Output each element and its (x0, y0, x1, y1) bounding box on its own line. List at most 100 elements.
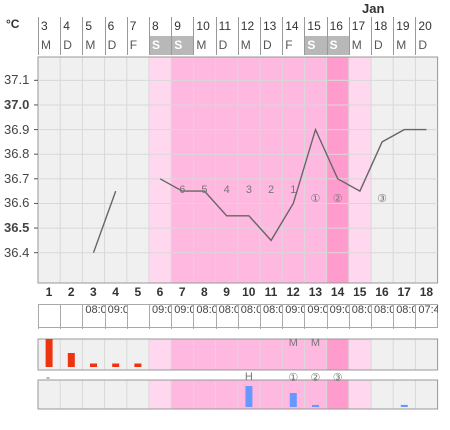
date-header-day: 19 (393, 17, 415, 36)
time-cell: 09:00 (282, 305, 304, 329)
date-header-day: 4 (60, 17, 82, 36)
time-cell: 08:00 (193, 305, 216, 329)
bleeding-bar (134, 363, 142, 367)
phase-column (149, 339, 172, 370)
phase-column (237, 57, 260, 283)
temperature-mark: 5 (201, 184, 208, 197)
y-tick-label: 36.5 (4, 220, 30, 236)
cervix-mark: ② (310, 372, 321, 384)
bleeding-bar (90, 363, 97, 367)
phase-column (326, 57, 349, 283)
panel-border (37, 379, 439, 410)
cycle-day-label: 10 (242, 285, 256, 299)
phase-column (304, 380, 327, 409)
time-cell: 09:00 (149, 305, 171, 329)
temperature-mark: ② (332, 192, 343, 205)
weekday-header: D (260, 36, 282, 55)
phase-column (149, 57, 172, 283)
bleeding-bar (67, 353, 75, 367)
weekday-header: M (237, 36, 260, 55)
phase-column (193, 380, 216, 409)
weekday-header: D (215, 36, 238, 55)
time-cell: 09:00 (304, 305, 327, 329)
panel-border (37, 56, 439, 284)
phase-column (282, 57, 305, 283)
date-header-day: 13 (260, 17, 282, 36)
date-header-day: 18 (371, 17, 393, 36)
time-cell: 08:00 (215, 305, 238, 329)
y-tick-label: 36.8 (4, 146, 30, 162)
cycle-day-label: 4 (112, 285, 119, 299)
date-header-day: 8 (149, 17, 171, 36)
phase-column (348, 57, 371, 283)
phase-column (171, 57, 194, 283)
time-cell: 07:45 (415, 305, 438, 329)
time-cell: 08:00 (348, 305, 371, 329)
cycle-day-label: 2 (67, 285, 75, 299)
cycle-day-label: 8 (201, 285, 208, 299)
date-header-day: 14 (282, 17, 304, 36)
weekday-header: M (82, 36, 104, 55)
temperature-mark: 4 (223, 184, 230, 197)
date-header-day: 16 (326, 17, 349, 36)
weekday-header: S (149, 36, 172, 55)
weekday-header: D (371, 36, 393, 55)
secondary-bar (245, 386, 253, 407)
mucus-mark: M (288, 337, 298, 349)
cycle-day-label: 5 (134, 285, 142, 299)
secondary-bar (289, 393, 297, 407)
weekday-header: D (104, 36, 127, 55)
cycle-day-label: 11 (264, 285, 278, 299)
phase-column (215, 380, 238, 409)
weekday-header: S (326, 36, 349, 55)
phase-column (282, 339, 305, 370)
cycle-day-label: 17 (397, 285, 411, 299)
cervix-mark: H (244, 371, 253, 383)
date-header-day: 15 (304, 17, 326, 36)
date-header-day: 17 (348, 17, 371, 36)
time-cell: 08:00 (82, 305, 105, 329)
y-tick-label: 36.7 (4, 170, 30, 186)
date-header-day: 7 (126, 17, 149, 36)
temperature-line (92, 190, 117, 253)
weekday-header: M (38, 36, 60, 55)
unit-label: °C (6, 17, 20, 31)
secondary-bar (400, 404, 408, 407)
cycle-day-label: 7 (178, 285, 186, 299)
time-cell (126, 305, 149, 329)
bleeding-marker: - (46, 370, 50, 384)
phase-column (193, 339, 216, 370)
weekday-header: S (304, 36, 327, 55)
cycle-day-label: 15 (353, 285, 367, 299)
secondary-bar (312, 404, 319, 407)
time-cell: 08:00 (393, 305, 415, 329)
weekday-header: F (126, 36, 149, 55)
phase-column (260, 57, 283, 283)
month-label: Jan (362, 1, 385, 16)
date-header-day: 11 (215, 17, 238, 36)
temperature-mark: ③ (377, 192, 388, 205)
cervix-mark: ① (288, 372, 299, 384)
weekday-header: F (282, 36, 304, 55)
phase-column (304, 339, 327, 370)
phase-column (326, 339, 349, 370)
phase-column (260, 380, 283, 409)
phase-column (171, 339, 194, 370)
bleeding-bar (45, 339, 53, 367)
phase-column (193, 57, 216, 283)
date-header-day: 6 (104, 17, 127, 36)
cycle-day-label: 14 (330, 285, 345, 299)
date-header-day: 20 (415, 17, 437, 36)
time-cell (60, 305, 82, 329)
phase-column (215, 57, 238, 283)
cycle-day-label: 18 (419, 285, 434, 299)
date-header-day: 9 (171, 17, 193, 36)
phase-column (326, 380, 349, 409)
phase-column (260, 339, 283, 370)
date-header-day: 10 (193, 17, 215, 36)
time-cell (38, 305, 60, 329)
weekday-header: S (171, 36, 194, 55)
phase-column (215, 339, 238, 370)
y-tick-label: 37.1 (4, 72, 30, 88)
phase-column (348, 380, 371, 409)
